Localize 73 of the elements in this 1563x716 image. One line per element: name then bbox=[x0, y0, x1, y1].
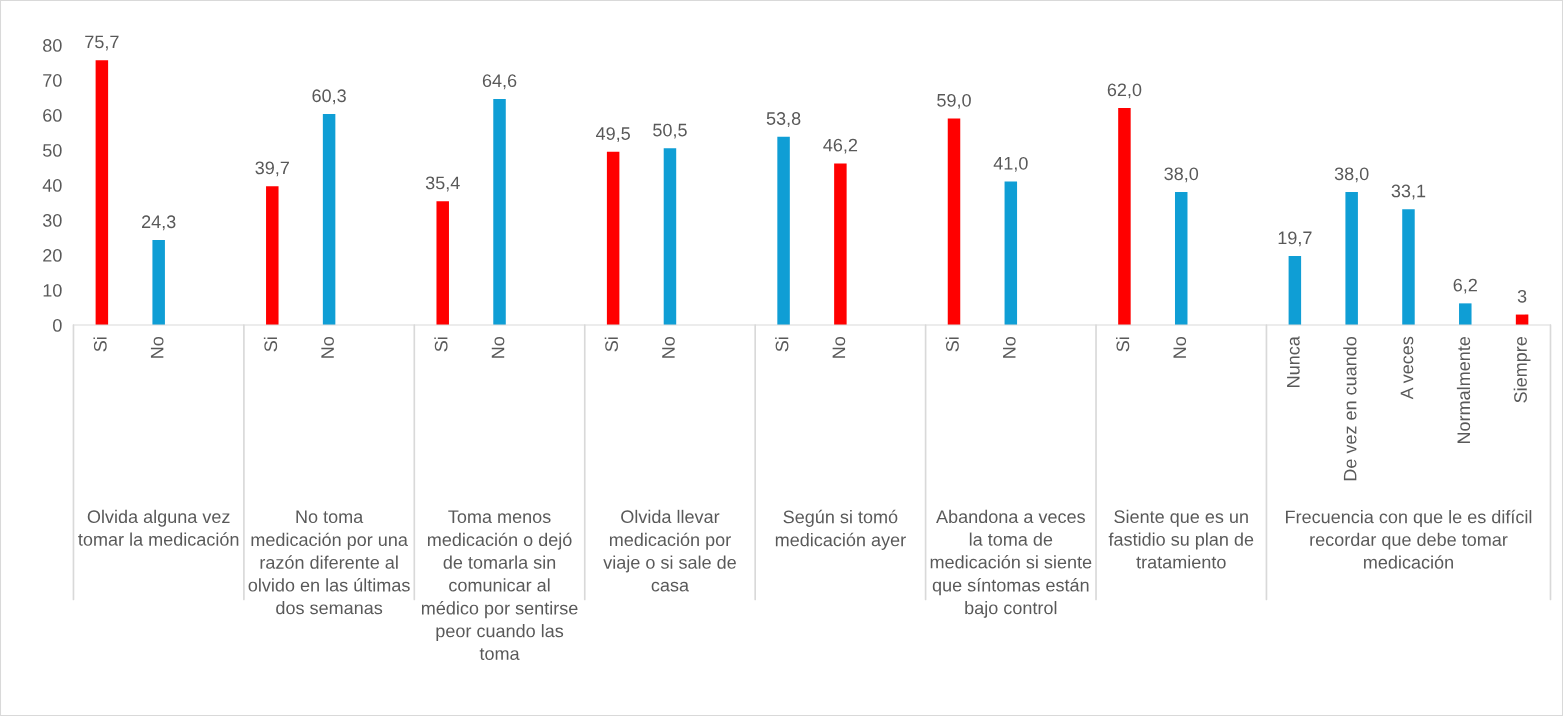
x-tick-label: No bbox=[491, 336, 505, 358]
text: Frecuencia con que le es difícil recordar que debe tomar medicación bbox=[1286, 509, 1532, 569]
data-label: 19,7 bbox=[1278, 231, 1312, 247]
bar bbox=[1402, 209, 1415, 326]
bar bbox=[1118, 108, 1131, 326]
bar bbox=[1004, 181, 1018, 326]
data-label: 49,5 bbox=[595, 127, 630, 143]
x-tick-label: No bbox=[832, 336, 846, 358]
text: Siente que es un fastidio su plan de tratamiento bbox=[1108, 509, 1254, 569]
y-tick-label: 50 bbox=[42, 144, 62, 157]
bar bbox=[1459, 303, 1472, 326]
data-label: 59,0 bbox=[937, 93, 971, 109]
x-tick-label: Normalmente bbox=[1456, 336, 1471, 444]
data-label: 3 bbox=[1517, 289, 1527, 303]
data-label: 39,7 bbox=[255, 161, 289, 177]
data-label: 60,3 bbox=[312, 89, 346, 105]
y-tick-label: 10 bbox=[43, 284, 62, 297]
x-tick-label: No bbox=[662, 336, 675, 358]
y-tick-label: 70 bbox=[43, 74, 62, 87]
bar bbox=[1345, 192, 1358, 326]
data-label: 38,0 bbox=[1334, 167, 1369, 183]
text: No toma medicación por una razón diferente al olvido en las últimas dos semanas bbox=[248, 510, 410, 615]
bar bbox=[1288, 256, 1302, 326]
data-label: 33,1 bbox=[1391, 184, 1426, 200]
data-label: 50,5 bbox=[653, 123, 687, 139]
x-tick-label: No bbox=[1003, 336, 1016, 358]
x-tick-label: Si bbox=[93, 337, 107, 352]
text: Olvida llevar medicación por viaje o si sale de casa bbox=[603, 509, 736, 592]
data-label: 6,2 bbox=[1453, 278, 1477, 294]
x-tick-label: Si bbox=[434, 337, 448, 352]
y-tick-label: 40 bbox=[42, 179, 62, 192]
x-tick-label: Siempre bbox=[1513, 336, 1531, 403]
data-label: 62,0 bbox=[1107, 83, 1142, 99]
x-tick-label: De vez en cuando bbox=[1343, 336, 1357, 481]
x-tick-label: Nunca bbox=[1287, 336, 1300, 387]
text: Abandona a veces la toma de medicación si siente que síntomas están bajo control bbox=[930, 509, 1092, 618]
text: Según si tomó medicación ayer bbox=[775, 509, 906, 550]
bar bbox=[663, 148, 677, 326]
bar bbox=[152, 240, 165, 326]
x-tick-label: Si bbox=[604, 337, 618, 352]
y-tick-label: 0 bbox=[53, 319, 62, 332]
bar bbox=[777, 136, 790, 326]
bar bbox=[606, 151, 620, 326]
bar bbox=[1174, 192, 1188, 326]
data-label: 38,0 bbox=[1164, 167, 1199, 183]
data-label: 64,6 bbox=[482, 74, 517, 90]
text: Toma menos medicación o dejó de tomarla sin comunicar al médico por sentirse peor cuando las toma bbox=[421, 510, 578, 661]
data-label: 35,4 bbox=[425, 176, 460, 192]
x-tick-label: A veces bbox=[1400, 336, 1414, 400]
bar bbox=[493, 99, 506, 326]
x-tick-label: Si bbox=[263, 337, 278, 352]
data-label: 41,0 bbox=[993, 156, 1028, 172]
x-tick-label: No bbox=[150, 336, 164, 358]
x-tick-label: Si bbox=[1116, 337, 1130, 352]
text: Olvida alguna vez tomar la medicación bbox=[78, 509, 239, 546]
x-tick-label: No bbox=[1173, 336, 1187, 358]
x-tick-label: Si bbox=[945, 337, 959, 352]
bar bbox=[95, 60, 109, 326]
bar bbox=[322, 114, 336, 326]
data-label: 24,3 bbox=[142, 215, 176, 231]
data-label: 46,2 bbox=[823, 138, 858, 154]
data-label: 75,7 bbox=[85, 35, 119, 51]
x-tick-label: No bbox=[321, 336, 334, 358]
y-tick-label: 80 bbox=[43, 39, 62, 52]
y-tick-label: 20 bbox=[43, 249, 62, 262]
bar bbox=[947, 118, 961, 326]
bar bbox=[834, 163, 847, 326]
data-label: 53,8 bbox=[766, 112, 801, 128]
y-tick-label: 60 bbox=[43, 109, 62, 122]
bar bbox=[436, 201, 449, 326]
bar bbox=[266, 186, 279, 326]
x-tick-label: Si bbox=[775, 337, 789, 352]
y-tick-label: 30 bbox=[42, 214, 62, 227]
